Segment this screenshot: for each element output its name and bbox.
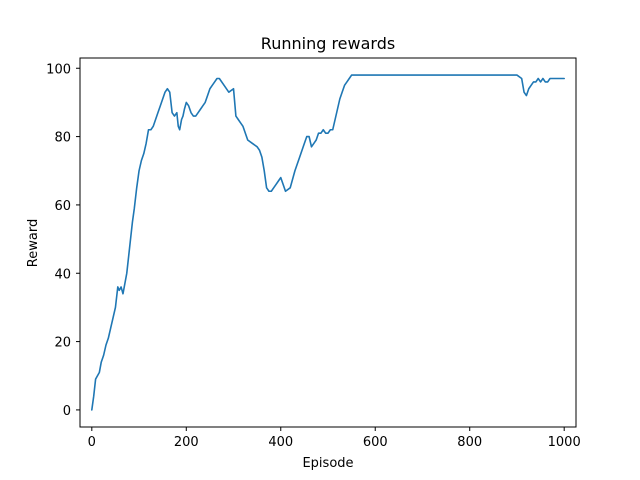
x-axis-ticks: 0 200 400 600 800 1000	[88, 427, 581, 450]
y-tick-label: 20	[54, 336, 71, 351]
x-tick-label: 200	[174, 435, 199, 450]
x-axis-label: Episode	[302, 456, 353, 471]
series-line	[91, 74, 565, 411]
x-tick-label: 1000	[548, 435, 581, 450]
plot-layer	[91, 74, 565, 411]
y-tick-label: 40	[54, 267, 71, 282]
y-tick-label: 0	[63, 404, 71, 419]
y-tick-label: 60	[54, 199, 71, 214]
y-axis-label: Reward	[26, 219, 41, 267]
y-tick-label: 100	[46, 62, 71, 77]
y-axis-ticks: 0 20 40 60 80 100	[46, 62, 80, 419]
chart-title: Running rewards	[261, 34, 395, 53]
y-tick-label: 80	[54, 131, 71, 146]
x-tick-label: 0	[88, 435, 96, 450]
plot-frame	[79, 57, 577, 428]
x-tick-label: 400	[268, 435, 293, 450]
x-tick-label: 600	[363, 435, 388, 450]
x-tick-label: 800	[457, 435, 482, 450]
